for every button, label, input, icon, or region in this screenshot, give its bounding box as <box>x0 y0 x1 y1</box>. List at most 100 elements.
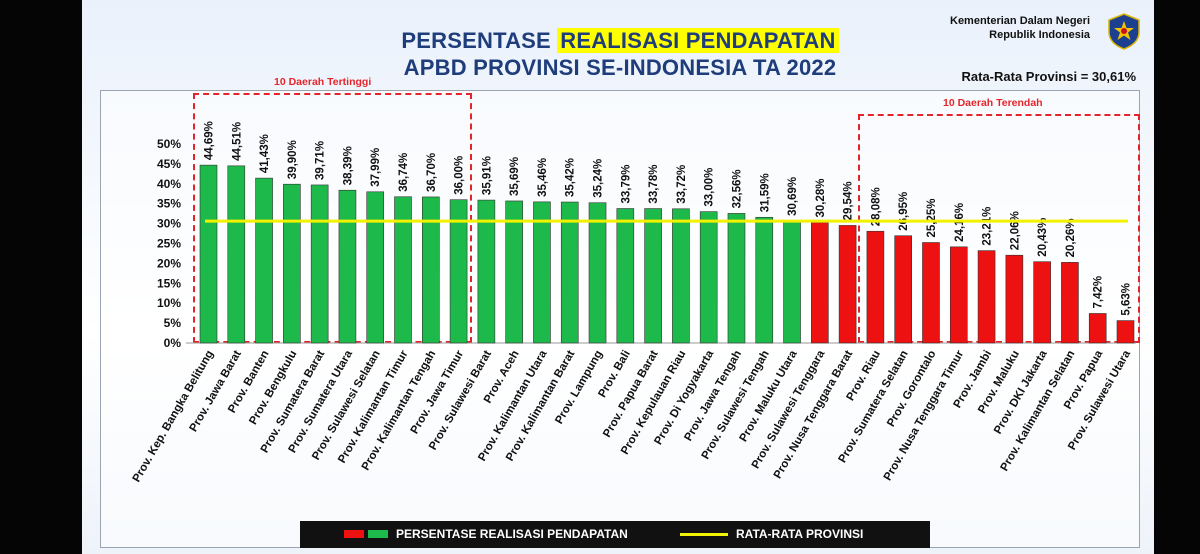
title-highlight: REALISASI PENDAPATAN <box>557 28 839 53</box>
y-tick-label: 25% <box>157 237 181 251</box>
bar <box>394 196 412 344</box>
bar <box>616 208 635 344</box>
data-label: 23,21% <box>982 207 994 246</box>
top-10-box <box>193 93 472 343</box>
legend-line-label: RATA-RATA PROVINSI <box>736 527 864 541</box>
y-tick-label: 20% <box>157 256 181 270</box>
bar <box>422 196 440 344</box>
data-label: 36,74% <box>398 153 410 192</box>
data-label: 33,79% <box>620 165 632 204</box>
bar <box>227 165 246 344</box>
bar <box>894 235 912 344</box>
bar <box>922 242 940 344</box>
data-label: 41,43% <box>259 134 271 173</box>
bar <box>477 199 496 344</box>
data-label: 26,95% <box>898 192 910 231</box>
data-label: 25,25% <box>926 198 938 237</box>
data-label: 36,70% <box>426 153 438 192</box>
bar <box>560 201 579 344</box>
bar <box>783 220 801 344</box>
bar <box>505 200 523 344</box>
data-label: 38,39% <box>342 146 354 185</box>
data-label: 29,54% <box>843 181 855 220</box>
bar <box>255 177 273 344</box>
y-tick-label: 15% <box>157 276 181 290</box>
data-label: 22,06% <box>1009 211 1021 250</box>
bar <box>283 183 301 344</box>
bar <box>1061 262 1079 344</box>
data-label: 30,28% <box>815 178 827 217</box>
top-10-label: 10 Daerah Tertinggi <box>274 76 372 88</box>
data-label: 20,43% <box>1037 218 1049 257</box>
ministry-line2: Republik Indonesia <box>989 29 1090 41</box>
data-label: 28,08% <box>870 187 882 226</box>
bar <box>699 211 718 344</box>
bottom-10-label: 10 Daerah Terendah <box>943 97 1043 109</box>
bar <box>1116 320 1135 344</box>
bar <box>338 189 357 344</box>
bar <box>727 213 746 344</box>
y-tick-label: 30% <box>157 217 181 231</box>
data-label: 35,91% <box>481 156 493 195</box>
y-tick-label: 5% <box>164 316 182 330</box>
bar <box>588 202 607 344</box>
ministry-line1: Kementerian Dalam Negeri <box>950 15 1090 27</box>
data-label: 7,42% <box>1093 276 1105 309</box>
bar <box>949 246 968 344</box>
chart-title-line2: APBD PROVINSI SE-INDONESIA TA 2022 <box>403 55 837 80</box>
right-black-margin <box>1154 0 1200 554</box>
data-label: 39,90% <box>287 140 299 179</box>
bar <box>672 208 690 344</box>
bar <box>977 250 996 344</box>
legend-bar-label: PERSENTASE REALISASI PENDAPATAN <box>396 527 628 541</box>
data-label: 39,71% <box>315 141 327 180</box>
chart-title-line1: PERSENTASE REALISASI PENDAPATAN <box>400 28 840 54</box>
legend-line-swatch <box>680 533 728 536</box>
ministry-emblem-icon <box>1108 13 1140 50</box>
title-part-a: PERSENTASE <box>401 28 558 53</box>
data-label: 37,99% <box>370 148 382 187</box>
left-black-margin <box>0 0 82 554</box>
bar <box>755 216 774 344</box>
y-tick-label: 45% <box>157 157 181 171</box>
data-label: 44,51% <box>231 122 243 161</box>
y-tick-label: 35% <box>157 197 181 211</box>
data-label: 35,69% <box>509 157 521 196</box>
legend-red-swatch <box>344 530 364 538</box>
data-label: 33,78% <box>648 165 660 204</box>
bar <box>838 225 857 344</box>
legend-green-swatch <box>368 530 388 538</box>
data-label: 32,56% <box>731 169 743 208</box>
bar <box>1088 313 1107 344</box>
data-label: 20,26% <box>1065 218 1077 257</box>
data-label: 44,69% <box>204 121 216 160</box>
y-tick-label: 40% <box>157 177 181 191</box>
bottom-10-box <box>858 114 1140 343</box>
data-label: 35,24% <box>593 159 605 198</box>
data-label: 35,46% <box>537 158 549 197</box>
data-label: 33,00% <box>704 168 716 207</box>
bar <box>199 164 218 344</box>
data-label: 31,59% <box>759 173 771 212</box>
bar <box>449 199 468 344</box>
data-label: 30,69% <box>787 177 799 216</box>
legend: PERSENTASE REALISASI PENDAPATAN RATA-RAT… <box>300 521 930 548</box>
data-label: 35,42% <box>565 158 577 197</box>
average-summary: Rata-Rata Provinsi = 30,61% <box>961 69 1137 84</box>
bar <box>533 201 551 344</box>
data-label: 5,63% <box>1121 283 1133 316</box>
y-tick-label: 0% <box>164 336 182 350</box>
bar <box>1005 254 1024 344</box>
bar <box>1033 261 1051 344</box>
ministry-name: Kementerian Dalam Negeri Republik Indone… <box>930 14 1090 42</box>
bar <box>310 184 329 344</box>
y-tick-label: 50% <box>157 137 181 151</box>
bar <box>366 191 385 344</box>
bar <box>644 208 662 344</box>
bar <box>811 222 829 344</box>
bar <box>866 230 885 344</box>
data-label: 36,00% <box>454 156 466 195</box>
y-tick-label: 10% <box>157 296 181 310</box>
